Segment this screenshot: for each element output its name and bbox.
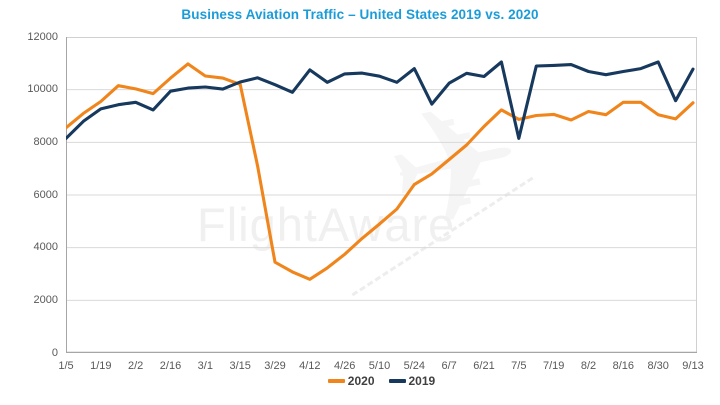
legend-label-2020: 2020	[347, 374, 375, 388]
x-axis-tick-label: 1/5	[58, 360, 74, 372]
x-axis-tick-label: 1/19	[90, 360, 112, 372]
legend-label-2019: 2019	[408, 374, 436, 388]
x-axis-tick-label: 4/26	[333, 360, 356, 372]
x-axis-tick-label: 4/12	[299, 360, 321, 372]
series-2020-line	[66, 62, 695, 281]
x-axis-tick-label: 8/16	[612, 360, 635, 372]
x-axis-tick-label: 6/7	[441, 360, 457, 372]
x-axis-tick-label: 8/2	[580, 360, 597, 372]
x-axis-tick-label: 5/24	[403, 360, 426, 372]
x-axis-tick-label: 2/2	[128, 360, 144, 372]
legend: 2020 2019	[66, 374, 697, 388]
x-axis-tick-label: 3/15	[229, 360, 251, 372]
y-axis-tick-label: 2000	[33, 293, 58, 306]
y-axis-tick-label: 4000	[33, 241, 58, 254]
legend-item-2020: 2020	[327, 374, 375, 388]
plot-area	[66, 37, 697, 353]
y-axis-tick-label: 10000	[27, 83, 58, 96]
chart-title: Business Aviation Traffic – United State…	[181, 7, 539, 22]
x-axis-tick-label: 7/19	[542, 360, 565, 372]
series-2019-line	[66, 60, 695, 140]
legend-swatch-2020	[327, 379, 345, 383]
y-axis-tick-label: 12000	[27, 30, 58, 43]
x-axis-tick-label: 2/16	[159, 360, 182, 372]
x-axis-tick-label: 5/10	[368, 360, 391, 372]
x-axis-tick-label: 7/5	[511, 360, 527, 372]
x-axis-tick-label: 9/13	[682, 360, 704, 372]
y-axis-tick-label: 6000	[33, 188, 58, 201]
x-axis-tick-label: 3/29	[264, 360, 286, 372]
y-axis-tick-label: 8000	[33, 135, 58, 148]
x-axis-tick-label: 3/1	[197, 360, 213, 372]
legend-item-2019: 2019	[388, 374, 436, 388]
y-axis-tick-label: 0	[51, 346, 58, 359]
legend-swatch-2019	[388, 379, 406, 383]
x-axis-tick-label: 6/21	[473, 360, 495, 372]
x-axis-tick-label: 8/30	[647, 360, 669, 372]
